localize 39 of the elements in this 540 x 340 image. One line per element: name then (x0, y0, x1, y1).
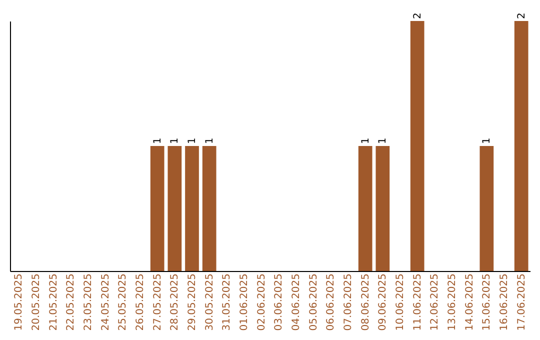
x-tick-label: 03.06.2025 (274, 274, 285, 331)
data-label: 1 (152, 138, 164, 144)
x-tick-label: 04.06.2025 (291, 274, 302, 331)
x-tick-label: 19.05.2025 (14, 274, 25, 331)
x-tick-label: 01.06.2025 (239, 274, 250, 331)
data-label: 1 (482, 138, 493, 144)
x-tick-label: 17.06.2025 (516, 274, 528, 331)
data-label: 1 (187, 138, 198, 144)
x-tick-label: 21.05.2025 (48, 274, 60, 331)
x-tick-label: 15.06.2025 (482, 274, 493, 331)
data-label: 1 (170, 138, 181, 144)
x-tick-label: 25.05.2025 (118, 274, 129, 331)
x-tick-label: 27.05.2025 (152, 274, 164, 331)
x-tick-label: 10.06.2025 (395, 274, 406, 331)
x-tick-label: 11.06.2025 (412, 274, 424, 331)
x-tick-label: 28.05.2025 (170, 274, 181, 331)
x-tick-label: 05.06.2025 (308, 274, 320, 331)
x-tick-label: 08.06.2025 (360, 274, 372, 331)
x-tick-label: 26.05.2025 (135, 274, 146, 331)
data-label: 1 (204, 138, 216, 144)
x-tick-label: 14.06.2025 (464, 274, 476, 331)
data-label: 1 (378, 138, 389, 144)
data-label: 2 (412, 12, 424, 19)
x-tick-label: 12.06.2025 (430, 274, 441, 331)
x-tick-label: 22.05.2025 (66, 274, 77, 331)
x-tick-label: 24.05.2025 (100, 274, 112, 331)
x-tick-label: 06.06.2025 (326, 274, 337, 331)
x-tick-label: 09.06.2025 (378, 274, 389, 331)
x-tick-label: 07.06.2025 (343, 274, 354, 331)
x-tick-label: 29.05.2025 (187, 274, 198, 331)
x-tick-label: 16.06.2025 (499, 274, 510, 331)
data-label: 2 (516, 12, 528, 19)
x-tick-label: 02.06.2025 (256, 274, 268, 331)
data-label: 1 (360, 138, 372, 144)
x-tick-label: 23.05.2025 (83, 274, 94, 331)
x-tick-label: 20.05.2025 (31, 274, 42, 331)
x-tick-label: 30.05.2025 (204, 274, 216, 331)
x-tick-label: 13.06.2025 (447, 274, 458, 331)
x-tick-label: 31.05.2025 (222, 274, 233, 331)
